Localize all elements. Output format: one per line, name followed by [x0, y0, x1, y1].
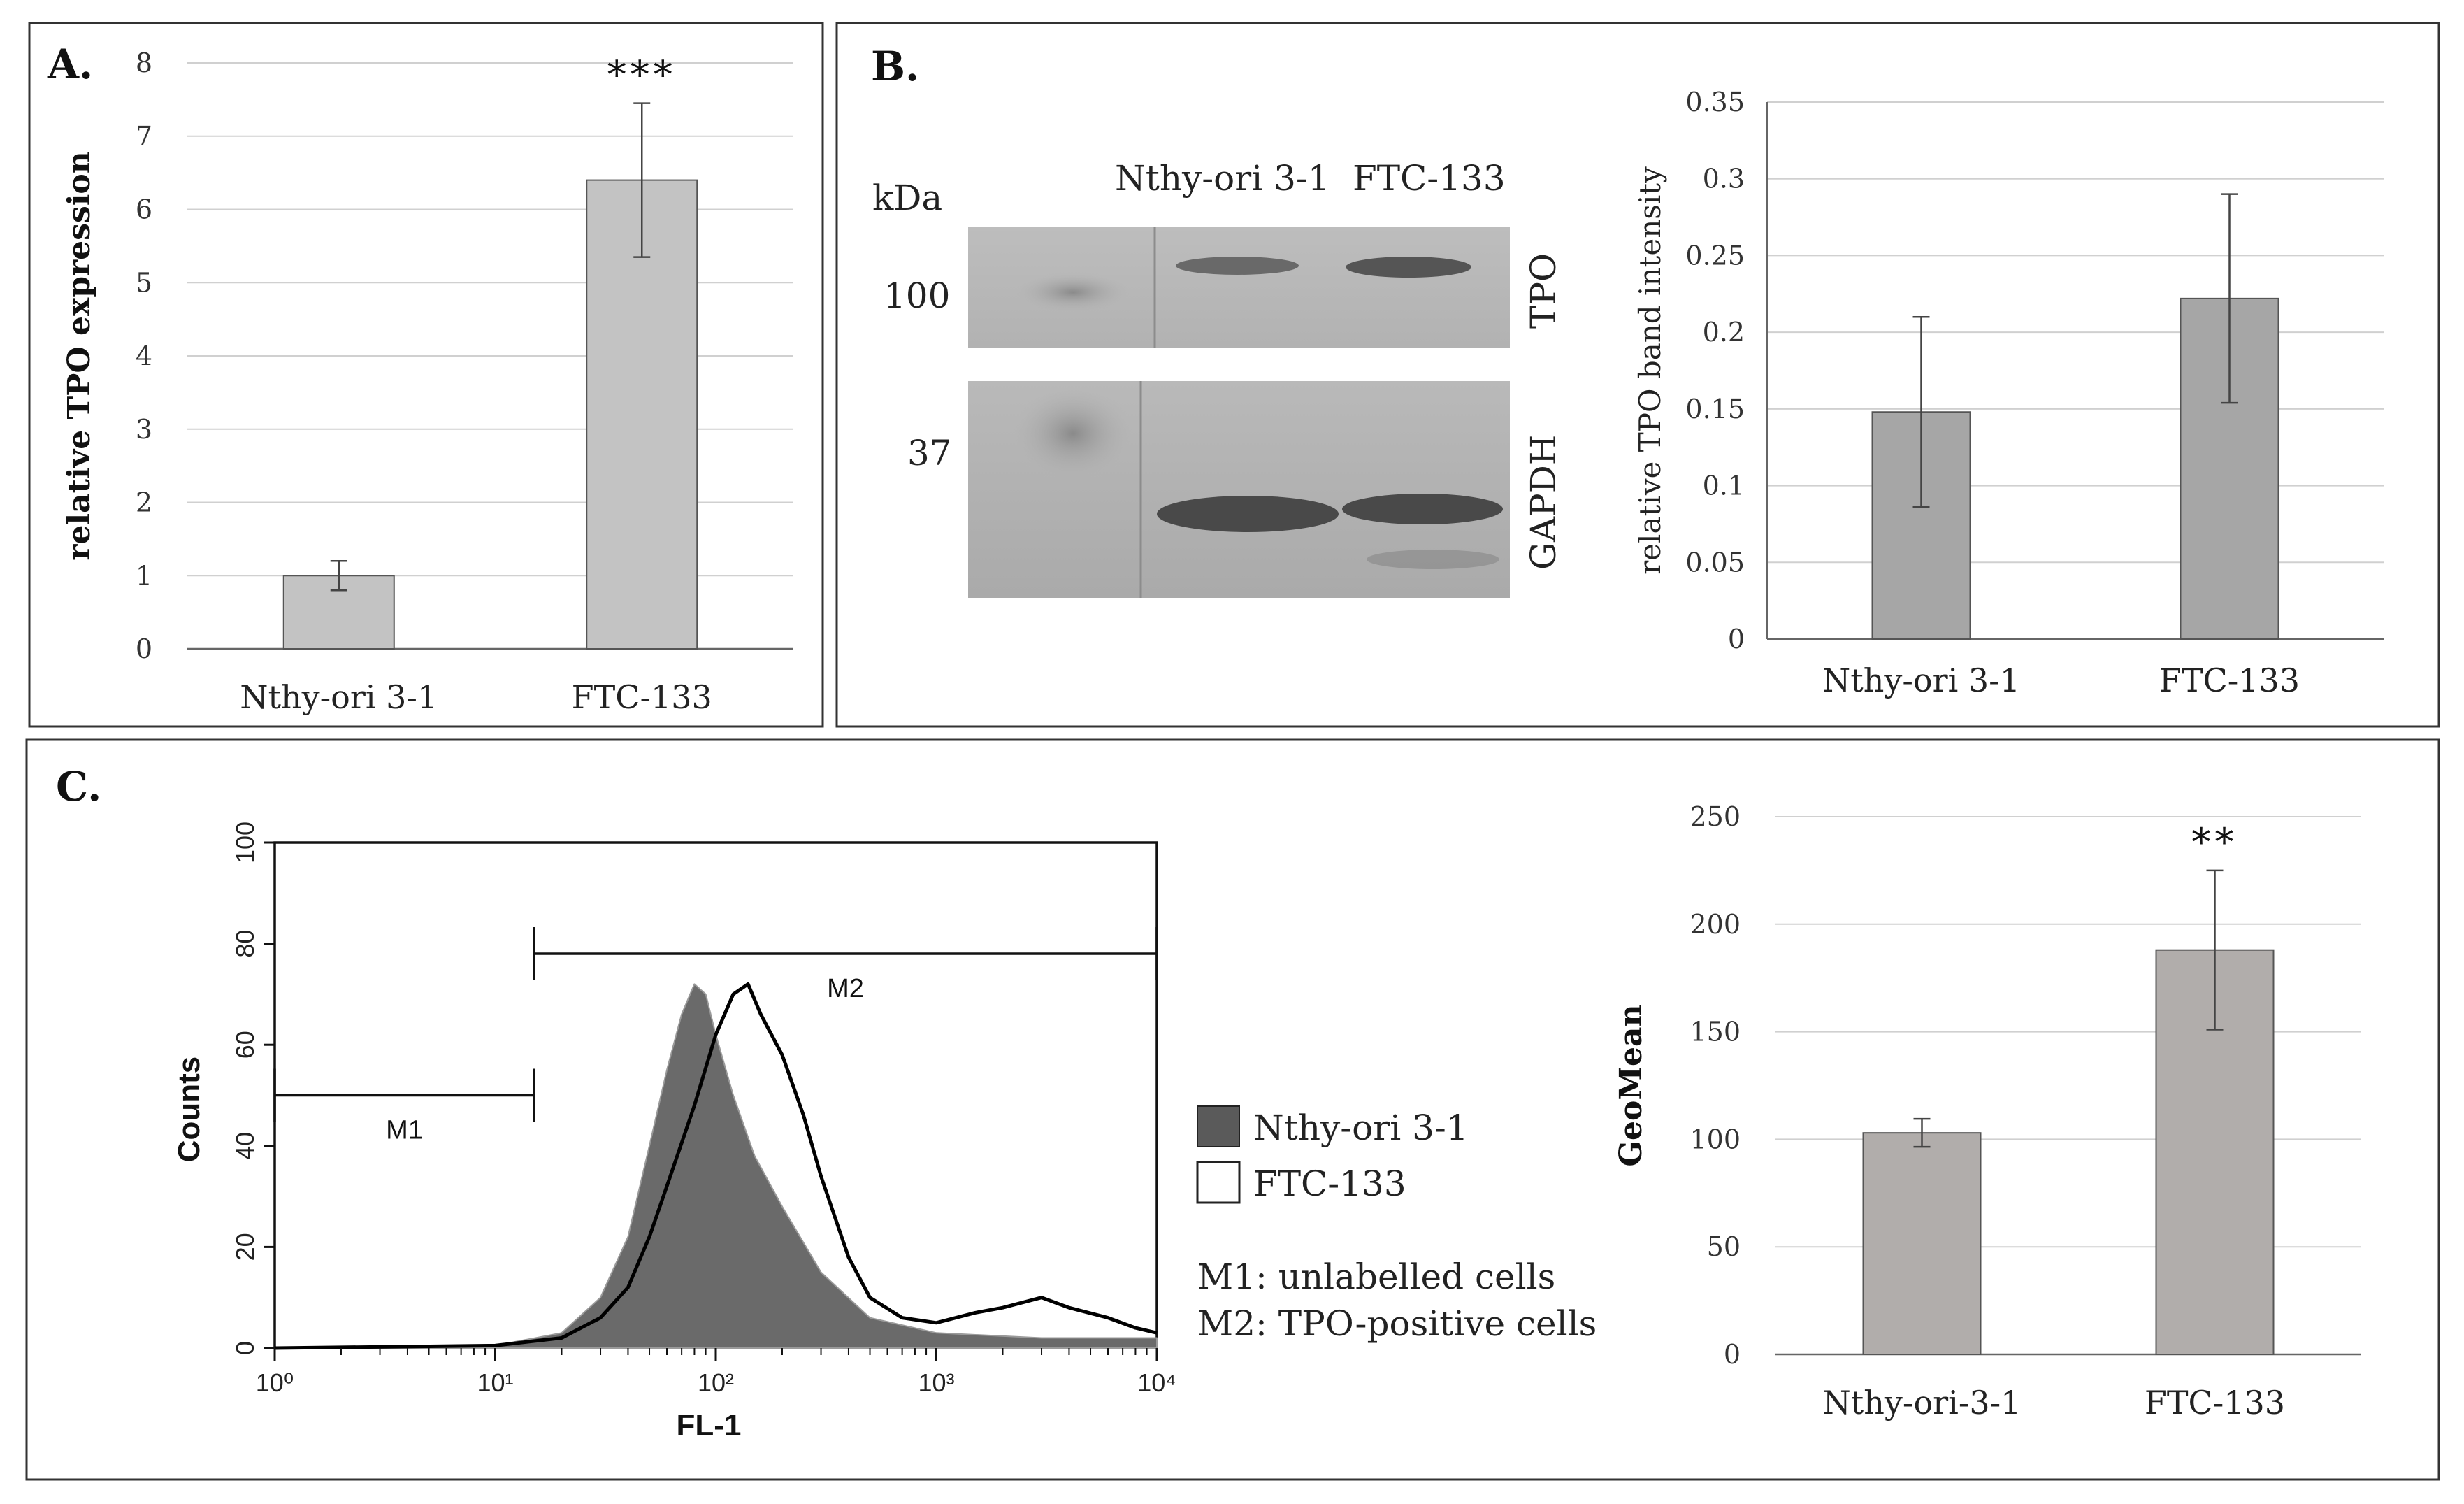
y-tick-label: 0.2: [1703, 317, 1745, 348]
x-tick-label: 10¹: [477, 1368, 513, 1397]
legend-swatch-nthy: [1197, 1105, 1240, 1147]
chart-c: 0 50 100 150 200 250 Nthy-ori-3-1 ** FTC-133 GeoM…: [1613, 801, 2361, 1421]
legend-swatch-ftc: [1196, 1161, 1241, 1204]
kda-label: kDa: [872, 178, 942, 218]
y-tick-label: 4: [136, 341, 152, 371]
y-tick-label: 150: [1690, 1017, 1741, 1047]
y-tick-label: 0.3: [1703, 164, 1745, 194]
panel-b-label: B.: [871, 43, 919, 90]
y-tick-label: 60: [231, 1031, 259, 1059]
y-axis-label: GeoMean: [1613, 1004, 1649, 1166]
mw-marker-100: 100: [884, 275, 950, 316]
y-tick-label: 0.05: [1685, 547, 1745, 578]
category-label: FTC-133: [2145, 1384, 2285, 1421]
y-tick-label: 6: [136, 194, 152, 225]
y-tick-label: 0: [231, 1341, 259, 1355]
gapdh-band-nthy: [1157, 496, 1339, 532]
y-tick-label: 5: [136, 267, 152, 298]
y-tick-label: 0.1: [1703, 471, 1745, 501]
y-tick-label: 0: [1728, 624, 1745, 654]
histogram-ftc: [274, 982, 1158, 1350]
y-tick-label: 0.15: [1685, 394, 1745, 424]
panel-a-frame: [28, 22, 824, 728]
western-blot: kDa Nthy-ori 3-1 FTC-133 100 37 TPO GAPD…: [872, 158, 1564, 598]
chart-a: 0 1 2 3 4 5 6 7 8 Nthy-ori 3-1 *** FTC-133 relative …: [62, 48, 793, 716]
ladder-band-37: [1010, 385, 1136, 482]
category-label: FTC-133: [2159, 661, 2300, 699]
gapdh-band-ftc: [1342, 494, 1503, 524]
panel-b: B. kDa Nthy-ori 3-1 FTC-133 100 37 TPO G…: [835, 22, 2440, 728]
y-axis-label: relative TPO expression: [62, 151, 97, 561]
y-tick-label: 7: [136, 121, 152, 152]
x-axis-label: FL-1: [677, 1408, 742, 1442]
x-tick-label: 10⁰: [256, 1368, 294, 1397]
tpo-band-nthy: [1176, 257, 1299, 275]
legend-label-nthy: Nthy-ori 3-1: [1253, 1108, 1469, 1148]
marker-note-m1: M1: unlabelled cells: [1197, 1256, 1555, 1297]
band-label-gapdh: GAPDH: [1523, 435, 1564, 570]
y-tick-label: 50: [1707, 1231, 1741, 1262]
lane-label-nthy: Nthy-ori 3-1: [1115, 158, 1330, 199]
x-tick-label: 10³: [918, 1368, 954, 1397]
category-label: Nthy-ori 3-1: [240, 678, 438, 716]
y-tick-label: 40: [231, 1132, 259, 1160]
lane-label-ftc: FTC-133: [1353, 158, 1506, 199]
band-label-tpo: TPO: [1523, 253, 1564, 329]
significance-label: ***: [607, 53, 677, 97]
gapdh-faint-band: [1367, 550, 1499, 569]
y-tick-label: 2: [136, 487, 152, 518]
y-tick-label: 8: [136, 48, 152, 78]
y-tick-label: 0: [136, 633, 152, 664]
y-tick-label: 0.35: [1685, 87, 1745, 117]
significance-label: **: [2192, 820, 2238, 864]
panel-c-frame: [25, 738, 2440, 1481]
y-axis-label: Counts: [172, 1057, 206, 1163]
mw-marker-37: 37: [907, 433, 952, 473]
category-label: Nthy-ori 3-1: [1822, 661, 2020, 699]
y-tick-label: 0.25: [1685, 240, 1745, 271]
chart-b: 0 0.05 0.1 0.15 0.2 0.25 0.3 0.35 Nthy-ori 3-1 FT…: [1633, 87, 2384, 699]
y-tick-label: 100: [1690, 1124, 1741, 1154]
y-tick-label: 0: [1724, 1339, 1741, 1370]
y-tick-label: 100: [231, 822, 259, 864]
y-tick-label: 200: [1690, 909, 1741, 940]
y-tick-label: 250: [1690, 801, 1741, 832]
flow-histogram: M1 M2 10⁰ 10¹ 10² 10³ 10⁴ 0 20 40 60 80 100 FL-1 Count…: [172, 822, 1176, 1442]
x-tick-label: 10²: [698, 1368, 734, 1397]
flow-legend: Nthy-ori 3-1 FTC-133 M1: unlabelled cell…: [1196, 1105, 1597, 1344]
y-tick-label: 1: [136, 560, 152, 591]
panel-a: A. 0 1 2 3 4 5 6 7 8 Nthy-ori 3-1 *** FTC-133 relati…: [28, 22, 824, 728]
y-tick-label: 20: [231, 1233, 259, 1261]
y-tick-label: 80: [231, 930, 259, 958]
bar: [586, 179, 698, 650]
bar: [1862, 1132, 1982, 1355]
y-tick-label: 3: [136, 414, 152, 445]
legend-label-ftc: FTC-133: [1253, 1163, 1406, 1204]
tpo-band-ftc: [1346, 257, 1471, 278]
category-label: Nthy-ori-3-1: [1823, 1384, 2022, 1421]
marker-note-m2: M2: TPO-positive cells: [1197, 1303, 1597, 1344]
category-label: FTC-133: [572, 678, 712, 716]
x-tick-label: 10⁴: [1137, 1368, 1176, 1397]
panel-b-frame: [835, 22, 2440, 728]
panel-c: C. M1 M2 10⁰ 10¹ 10² 10³ 10⁴ 0 20 40 60 80 100 FL-1 Co…: [25, 738, 2440, 1481]
ladder-band-100: [1014, 271, 1132, 313]
marker-label: M1: [386, 1116, 423, 1145]
y-axis-label: relative TPO band intensity: [1633, 166, 1667, 575]
panel-a-label: A.: [47, 41, 93, 88]
marker-label: M2: [827, 974, 864, 1003]
panel-c-label: C.: [56, 763, 101, 810]
